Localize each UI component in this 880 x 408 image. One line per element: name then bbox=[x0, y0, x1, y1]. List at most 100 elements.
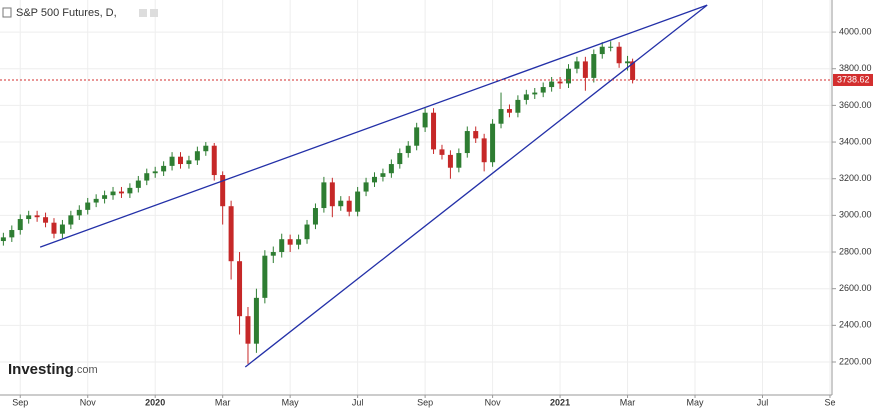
x-tick-label: May bbox=[282, 397, 300, 407]
candle-body bbox=[110, 191, 116, 196]
x-tick-label: Jul bbox=[352, 397, 364, 407]
candle-body bbox=[346, 200, 352, 212]
candle-body bbox=[321, 182, 327, 209]
price-label: 3738.62 bbox=[837, 74, 870, 84]
candle-body bbox=[76, 209, 82, 216]
candle-body bbox=[338, 200, 344, 207]
candle-body bbox=[422, 112, 428, 128]
candle-body bbox=[118, 191, 124, 194]
candle-body bbox=[102, 195, 108, 199]
watermark-suffix: .com bbox=[74, 364, 98, 376]
y-tick-label: 2600.00 bbox=[839, 283, 872, 293]
candle-body bbox=[388, 164, 394, 174]
candle-body bbox=[237, 261, 243, 317]
candle-body bbox=[481, 138, 487, 163]
candle-body bbox=[34, 215, 40, 218]
toolbar-icon[interactable] bbox=[150, 9, 158, 17]
candle-body bbox=[194, 151, 200, 161]
x-tick-label: 2020 bbox=[145, 397, 165, 407]
candle-body bbox=[549, 81, 555, 88]
x-tick-label: Sep bbox=[417, 397, 433, 407]
candle-body bbox=[490, 123, 496, 163]
grid bbox=[0, 0, 832, 395]
candle-body bbox=[211, 145, 217, 176]
candle-body bbox=[616, 46, 622, 64]
candle-body bbox=[220, 175, 226, 207]
candle-body bbox=[456, 153, 462, 168]
x-tick-label: 2021 bbox=[550, 397, 570, 407]
candle-body bbox=[9, 230, 15, 238]
y-tick-label: 3000.00 bbox=[839, 210, 872, 220]
candle-body bbox=[270, 252, 276, 256]
y-tick-label: 2800.00 bbox=[839, 246, 872, 256]
candle-body bbox=[93, 198, 99, 203]
x-tick-label: Mar bbox=[620, 397, 636, 407]
trendline bbox=[39, 4, 708, 248]
candle-body bbox=[372, 176, 378, 183]
y-tick-label: 4000.00 bbox=[839, 26, 872, 36]
x-tick-label: Sep bbox=[12, 397, 28, 407]
x-tick-label: Se bbox=[824, 397, 835, 407]
candle-body bbox=[355, 191, 361, 212]
candle-body bbox=[506, 109, 512, 113]
candle-body bbox=[574, 61, 580, 69]
candle-body bbox=[127, 187, 133, 194]
candle-body bbox=[245, 316, 251, 344]
y-tick-label: 3200.00 bbox=[839, 173, 872, 183]
candle-body bbox=[59, 224, 65, 234]
candle-body bbox=[26, 215, 32, 220]
candle-body bbox=[498, 109, 504, 124]
candle-body bbox=[473, 131, 479, 139]
candle-body bbox=[565, 68, 571, 84]
candle-body bbox=[599, 46, 605, 55]
candle-body bbox=[625, 61, 631, 64]
candle-body bbox=[515, 99, 521, 113]
candle-body bbox=[186, 160, 192, 165]
candle-body bbox=[203, 145, 209, 152]
candle-body bbox=[152, 171, 158, 174]
candle-body bbox=[523, 94, 529, 100]
candle-body bbox=[287, 239, 293, 245]
candle-body bbox=[414, 127, 420, 146]
candle-body bbox=[397, 153, 403, 165]
candle-body bbox=[582, 61, 588, 78]
candle-body bbox=[591, 54, 597, 78]
collapse-icon[interactable] bbox=[2, 7, 12, 18]
candle-body bbox=[228, 206, 234, 262]
x-tick-label: Jul bbox=[757, 397, 769, 407]
candle-body bbox=[405, 145, 411, 154]
candle-body bbox=[68, 215, 74, 225]
candle-body bbox=[0, 237, 6, 242]
y-tick-label: 3400.00 bbox=[839, 136, 872, 146]
candle-body bbox=[540, 87, 546, 93]
candle-body bbox=[169, 156, 175, 166]
watermark-brand: Investing bbox=[8, 361, 74, 378]
y-tick-label: 2400.00 bbox=[839, 320, 872, 330]
y-tick-label: 2200.00 bbox=[839, 356, 872, 366]
candle-body bbox=[144, 173, 150, 181]
candle-body bbox=[304, 224, 310, 240]
candle-body bbox=[296, 239, 302, 245]
candle-body bbox=[329, 182, 335, 207]
candle-body bbox=[51, 222, 57, 234]
candle-body bbox=[312, 208, 318, 225]
candle-body bbox=[464, 131, 470, 154]
candle-body bbox=[608, 46, 614, 48]
candle-body bbox=[135, 180, 141, 188]
y-tick-label: 3800.00 bbox=[839, 63, 872, 73]
toolbar-icon[interactable] bbox=[139, 9, 147, 17]
price-label-box bbox=[833, 73, 873, 86]
candle-body bbox=[17, 219, 23, 231]
candle-body bbox=[630, 61, 636, 80]
candle-body bbox=[178, 156, 184, 165]
chart-title: S&P 500 Futures, D, bbox=[16, 7, 117, 19]
candle-body bbox=[85, 202, 91, 210]
candle-body bbox=[262, 255, 268, 298]
x-tick-label: May bbox=[687, 397, 705, 407]
x-tick-label: Nov bbox=[485, 397, 502, 407]
y-tick-label: 3600.00 bbox=[839, 100, 872, 110]
candle-body bbox=[279, 239, 285, 253]
candle-body bbox=[447, 154, 453, 168]
candle-body bbox=[363, 182, 369, 192]
